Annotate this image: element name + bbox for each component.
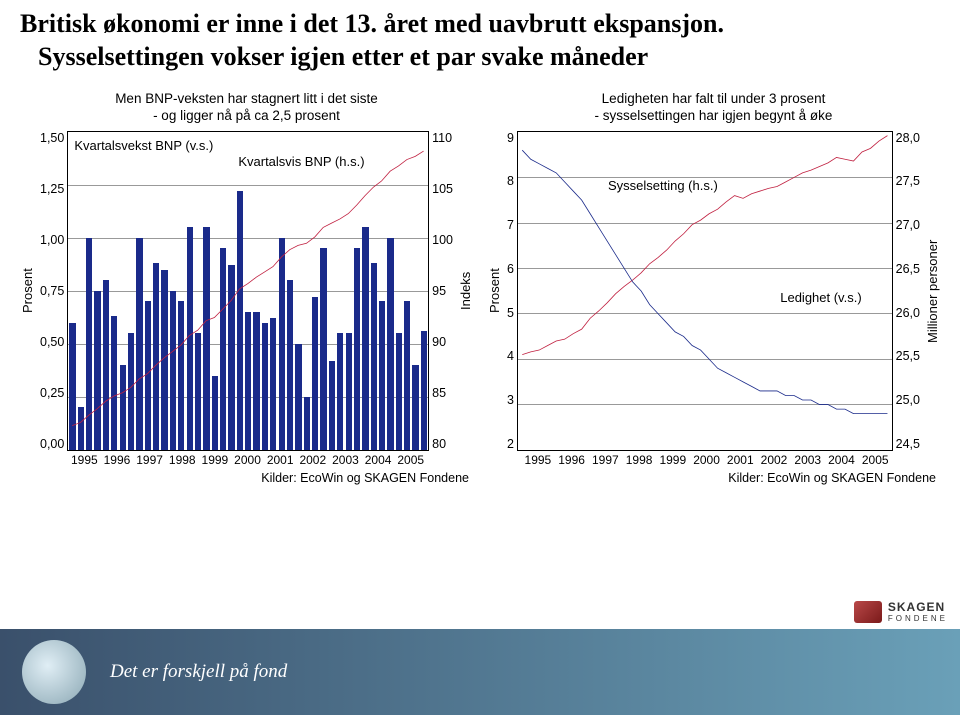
bar — [228, 265, 234, 449]
bar — [136, 238, 142, 450]
bar — [245, 312, 251, 450]
right-chart-subtitle: Ledigheten har falt til under 3 prosent … — [485, 91, 942, 125]
bar — [412, 365, 418, 450]
bar — [379, 301, 385, 449]
bar — [329, 361, 335, 450]
bar — [220, 248, 226, 449]
left-yrlabel: Indeks — [456, 131, 475, 451]
bar — [170, 291, 176, 450]
bar — [396, 333, 402, 450]
left-y-ticks: 1,501,251,000,750,500,250,00 — [37, 131, 67, 451]
bar — [103, 280, 109, 450]
right-plot-wrap: Prosent 98765432 Sysselsetting (h.s.) Le… — [485, 131, 942, 451]
bar — [404, 301, 410, 449]
logo-mark-icon — [854, 601, 882, 623]
line-legend-label: Kvartalsvis BNP (h.s.) — [238, 154, 364, 169]
left-sub-1: Men BNP-veksten har stagnert litt i det … — [115, 91, 378, 106]
bar — [362, 227, 368, 450]
bar — [203, 227, 209, 450]
bar — [94, 291, 100, 450]
logo-text-block: SKAGEN FONDENE — [888, 600, 948, 623]
bar — [304, 397, 310, 450]
bar — [237, 191, 243, 450]
bar — [69, 323, 75, 450]
bar — [153, 263, 159, 450]
logo-sub: FONDENE — [888, 614, 948, 623]
right-plot-area: Sysselsetting (h.s.) Ledighet (v.s.) — [517, 131, 893, 451]
right-chart: Ledigheten har falt til under 3 prosent … — [485, 91, 942, 485]
skagen-logo: SKAGEN FONDENE — [854, 600, 948, 623]
right-sub-1: Ledigheten har falt til under 3 prosent — [602, 91, 826, 106]
bar — [279, 238, 285, 450]
bar — [387, 238, 393, 450]
bar — [337, 333, 343, 450]
unemployment-label: Ledighet (v.s.) — [780, 290, 861, 305]
bar — [120, 365, 126, 450]
logo-text: SKAGEN — [888, 600, 948, 614]
bar — [262, 323, 268, 450]
bar — [320, 248, 326, 449]
right-source: Kilder: EcoWin og SKAGEN Fondene — [485, 467, 942, 485]
left-y-ticks-right: 11010510095908580 — [429, 131, 456, 451]
employment-label: Sysselsetting (h.s.) — [608, 178, 718, 193]
footer-bar: Det er forskjell på fond — [0, 629, 960, 715]
right-yrlabel: Millioner personer — [923, 131, 942, 451]
bars-legend-label: Kvartalsvekst BNP (v.s.) — [74, 138, 213, 153]
bar — [195, 333, 201, 450]
title-line-1: Britisk økonomi er inne i det 13. året m… — [20, 8, 940, 41]
left-x-ticks: 1995199619971998199920002001200220032004… — [68, 451, 427, 467]
left-chart: Men BNP-veksten har stagnert litt i det … — [18, 91, 475, 485]
right-y-ticks-right: 28,027,527,026,526,025,525,024,5 — [893, 131, 923, 451]
bar — [212, 376, 218, 450]
right-ylabel: Prosent — [485, 131, 504, 451]
bar — [287, 280, 293, 450]
left-plot-wrap: Prosent 1,501,251,000,750,500,250,00 Kva… — [18, 131, 475, 451]
bar — [270, 318, 276, 449]
bar — [253, 312, 259, 450]
bar — [78, 407, 84, 449]
bar — [187, 227, 193, 450]
footer-tagline: Det er forskjell på fond — [110, 661, 287, 683]
bar — [145, 301, 151, 449]
bar — [178, 301, 184, 449]
title-line-2: Sysselsettingen vokser igjen etter et pa… — [20, 41, 940, 74]
left-plot-area: Kvartalsvekst BNP (v.s.) Kvartalsvis BNP… — [67, 131, 429, 451]
bar — [295, 344, 301, 450]
bar — [371, 263, 377, 450]
bar — [346, 333, 352, 450]
bar — [312, 297, 318, 450]
right-y-ticks: 98765432 — [504, 131, 517, 451]
bar — [111, 316, 117, 450]
bar — [128, 333, 134, 450]
right-x-ticks: 1995199619971998199920002001200220032004… — [521, 451, 892, 467]
left-chart-subtitle: Men BNP-veksten har stagnert litt i det … — [18, 91, 475, 125]
footer-circle-icon — [22, 640, 86, 704]
bar — [86, 238, 92, 450]
page-title-block: Britisk økonomi er inne i det 13. året m… — [0, 0, 960, 77]
right-sub-2: - sysselsettingen har igjen begynt å øke — [595, 108, 833, 123]
left-sub-2: - og ligger nå på ca 2,5 prosent — [153, 108, 340, 123]
bar — [421, 331, 427, 450]
left-ylabel: Prosent — [18, 131, 37, 451]
charts-row: Men BNP-veksten har stagnert litt i det … — [0, 77, 960, 485]
left-source: Kilder: EcoWin og SKAGEN Fondene — [18, 467, 475, 485]
bar — [161, 270, 167, 450]
bar — [354, 248, 360, 449]
